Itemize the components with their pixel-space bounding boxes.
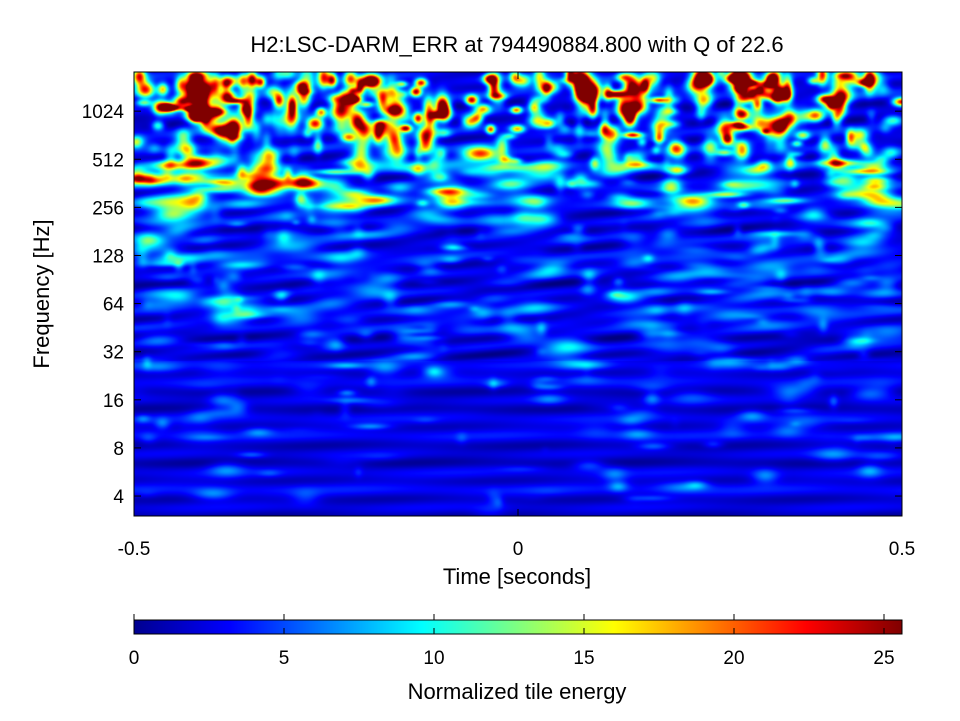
colorbar-tick-label: 25: [873, 648, 894, 669]
y-tick-label: 4: [113, 487, 124, 508]
y-tick-label: 32: [103, 343, 124, 364]
y-tick-label: 256: [92, 198, 124, 219]
colorbar-ticks: 0 5 10 15 20 25: [129, 614, 895, 669]
y-tick-label: 1024: [82, 102, 125, 123]
colorbar: 0 5 10 15 20 25 Normalized tile energy: [129, 614, 903, 704]
colorbar-tick-label: 5: [279, 648, 290, 669]
x-tick-label: -0.5: [118, 539, 151, 560]
colorbar-tick-label: 20: [723, 648, 744, 669]
y-tick-label: 8: [113, 439, 124, 460]
x-tick-label: 0.5: [889, 539, 915, 560]
y-tick-label: 16: [103, 391, 124, 412]
y-axis-ticks: 4 8 16 32 64 128 256 512 1024: [82, 102, 902, 508]
colorbar-tick-label: 10: [423, 648, 444, 669]
colorbar-tick-label: 0: [129, 648, 140, 669]
x-tick-label: 0: [513, 539, 524, 560]
colorbar-tick-label: 15: [573, 648, 594, 669]
plot-area: [133, 71, 903, 517]
y-tick-label: 128: [92, 246, 124, 267]
colorbar-gradient: [133, 619, 903, 635]
y-tick-label: 512: [92, 150, 124, 171]
heatmap-canvas: [134, 72, 902, 516]
y-axis-label: Frequency [Hz]: [29, 219, 54, 368]
y-tick-label: 64: [103, 295, 125, 316]
chart-title: H2:LSC-DARM_ERR at 794490884.800 with Q …: [250, 32, 783, 57]
x-axis-ticks: -0.5 0 0.5: [118, 72, 915, 560]
x-axis-label: Time [seconds]: [443, 564, 591, 589]
colorbar-label: Normalized tile energy: [408, 679, 627, 704]
